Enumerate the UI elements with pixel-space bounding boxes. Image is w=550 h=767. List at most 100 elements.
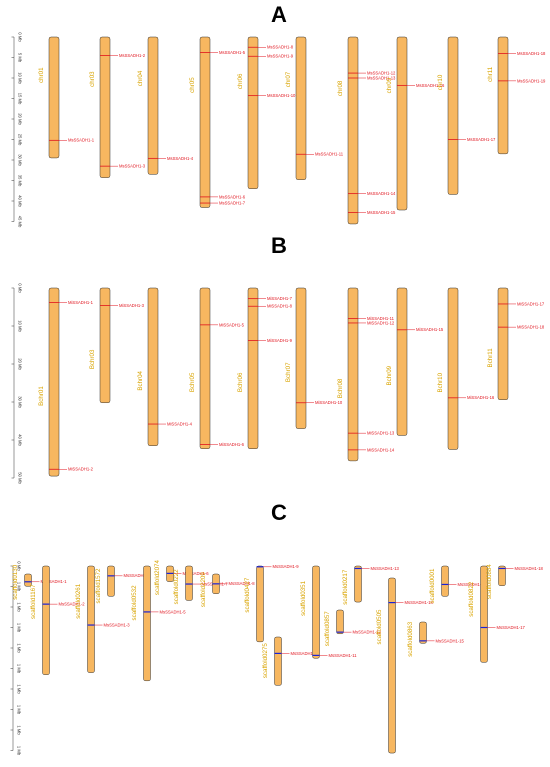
gene-label: MsSSADH1-19 <box>517 78 546 83</box>
gene-label: MsSSADH1-11 <box>315 152 344 157</box>
chromosome-Bchr10: MiSSADH1-16 Bchr10 <box>437 287 495 450</box>
chromosome-label: scaffold0351 <box>300 580 307 616</box>
axis-tick-label: 1 Mb <box>17 725 22 735</box>
axis-tick-label: 15 Mb <box>18 93 23 105</box>
chromosome-scaffold0822: MsSSADH1-17 scaffold0822 <box>468 565 526 663</box>
chromosome-bar <box>199 287 211 449</box>
gene-label: MsSSADH1-14 <box>405 600 434 605</box>
panel-label: C <box>271 500 287 525</box>
chromosome-bar <box>87 565 95 673</box>
gene-label: MsSSADH1-13 <box>367 75 396 80</box>
axis-tick-label: 1 Mb <box>17 643 22 653</box>
chromosome-bar <box>143 565 151 682</box>
chromosome-label: chr01 <box>38 67 45 83</box>
chromosome-label: Bchr10 <box>437 372 444 392</box>
gene-label: MsSSADH1-18 <box>517 51 546 56</box>
chromosome-scaffold0427: MsSSADH1-9 scaffold0427 <box>244 564 299 643</box>
axis-tick-label: 20 Mb <box>18 358 23 370</box>
gene-label: MsSSADH1-17 <box>497 625 526 630</box>
chromosome-scaffold0884: MsSSADH1-18 scaffold0884 <box>486 564 544 600</box>
chromosome-Bchr06: MiSSADH1-7 MiSSADH1-8 MiSSADH1-9 Bchr06 <box>237 287 293 449</box>
gene-label: MiSSADH1-13 <box>367 431 395 436</box>
chromosome-label: scaffold2074 <box>154 560 161 596</box>
gene-label: MiSSADH1-2 <box>68 467 94 472</box>
chromosome-scaffold0857: MsSSADH1-12 scaffold0857 <box>324 609 382 647</box>
chromosome-label: chr09 <box>386 77 393 93</box>
axis-tick-label: 30 Mb <box>18 154 23 166</box>
gene-label: MsSSADH1-2 <box>59 602 86 607</box>
chromosome-label: chr08 <box>337 80 344 96</box>
gene-label: MsSSADH1-7 <box>219 200 246 205</box>
gene-label: MsSSADH1-14 <box>367 191 396 196</box>
chromosome-bar <box>48 36 60 159</box>
chromosome-bar <box>247 287 259 449</box>
chromosome-Bchr04: MiSSADH1-4 Bchr04 <box>137 287 193 446</box>
chromosome-chr10: MsSSADH1-17 chr10 <box>437 36 496 195</box>
chromosome-chr07: MsSSADH1-11 chr07 <box>285 36 344 180</box>
chromosome-bar <box>295 287 307 429</box>
axis-tick-label: 1 Mb <box>17 623 22 633</box>
gene-label: MsSSADH1-12 <box>353 630 382 635</box>
gene-label: MsSSADH1-13 <box>371 566 400 571</box>
axis-tick-label: 1 Mb <box>17 664 22 674</box>
chromosome-bar <box>312 565 320 659</box>
chromosome-bar <box>354 565 362 603</box>
gene-label: MsSSADH1-5 <box>160 609 187 614</box>
chromosome-label: scaffold0001 <box>429 568 436 604</box>
gene-label: MiSSADH1-17 <box>517 301 545 306</box>
chromosome-label: chr04 <box>137 70 144 86</box>
gene-label: MsSSADH1-10 <box>291 651 320 656</box>
chromosome-label: chr06 <box>237 73 244 89</box>
chromosome-bar <box>199 36 211 208</box>
chromosome-label: scaffold0822 <box>468 581 475 617</box>
gene-label: MiSSADH1-4 <box>167 421 193 426</box>
axis-tick-label: 1 Mb <box>17 684 22 694</box>
chromosome-bar <box>24 573 32 587</box>
chromosome-Bchr09: MiSSADH1-15 Bchr09 <box>386 287 444 436</box>
chromosome-bar <box>498 565 506 586</box>
chromosome-scaffold1167: MsSSADH1-2 scaffold1167 <box>30 565 86 675</box>
chromosome-bar <box>497 287 509 400</box>
chromosome-Bchr01: MiSSADH1-1 MiSSADH1-2 Bchr01 <box>38 287 94 477</box>
axis-tick-label: 45 Mb <box>18 216 23 228</box>
axis-tick-label: 20 Mb <box>18 113 23 125</box>
chromosome-bar <box>99 36 111 178</box>
gene-label: MsSSADH1-15 <box>436 638 465 643</box>
chromosome-label: Bchr03 <box>89 349 96 369</box>
chromosome-chr01: MsSSADH1-1 chr01 <box>38 36 95 159</box>
gene-label: MiSSADH1-18 <box>517 325 545 330</box>
axis-tick-label: 10 Mb <box>18 72 23 84</box>
mb-axis: 0 Mb 10 Mb 20 Mb 30 Mb 40 Mb 50 Mb <box>11 283 23 484</box>
chromosome-bar <box>396 36 408 211</box>
chromosome-label: chr07 <box>285 71 292 87</box>
chromosome-label: Bchr05 <box>189 372 196 392</box>
chromosome-label: scaffold0261 <box>75 583 82 619</box>
mb-axis: 0 Mb 5 Mb 10 Mb 15 Mb 20 Mb 25 Mb 30 Mb 35 Mb 40… <box>11 32 23 228</box>
chromosome-bar <box>256 565 264 643</box>
chromosome-bar <box>48 287 60 477</box>
chromosome-bar <box>99 287 111 404</box>
chromosome-scaffold0275: MsSSADH1-10 scaffold0275 <box>262 636 320 686</box>
chromosome-label: scaffold0222 <box>173 569 180 605</box>
chromosome-label: scaffold0884 <box>486 564 493 600</box>
chromosome-chr11: MsSSADH1-18 MsSSADH1-19 chr11 <box>487 36 546 155</box>
chromosome-scaffold2074: MsSSADH1-6 scaffold2074 <box>154 560 209 596</box>
gene-label: MsSSADH1-17 <box>467 137 496 142</box>
axis-tick-label: 35 Mb <box>18 175 23 187</box>
gene-label: MsSSADH1-10 <box>267 93 296 98</box>
chromosome-scaffold0351: MsSSADH1-11 scaffold0351 <box>300 565 357 659</box>
gene-label: MsSSADH1-3 <box>119 164 146 169</box>
gene-label: MsSSADH1-12 <box>367 70 396 75</box>
axis-tick-label: 1 Mb <box>17 705 22 715</box>
gene-label: MsSSADH1-6 <box>219 194 246 199</box>
chromosome-scaffold0863: MsSSADH1-15 scaffold0863 <box>407 621 465 657</box>
gene-label: MiSSADH1-14 <box>367 447 395 452</box>
chromosome-bar <box>347 36 359 225</box>
chromosome-scaffold2209: MsSSADH1-8 scaffold2209 <box>200 572 255 608</box>
chromosome-label: scaffold0857 <box>324 611 331 647</box>
gene-label: MsSSADH1-4 <box>124 573 151 578</box>
gene-label: MiSSADH1-11 <box>367 316 395 321</box>
chromosome-label: Bchr11 <box>487 348 494 368</box>
axis-tick-label: 50 Mb <box>18 472 23 484</box>
